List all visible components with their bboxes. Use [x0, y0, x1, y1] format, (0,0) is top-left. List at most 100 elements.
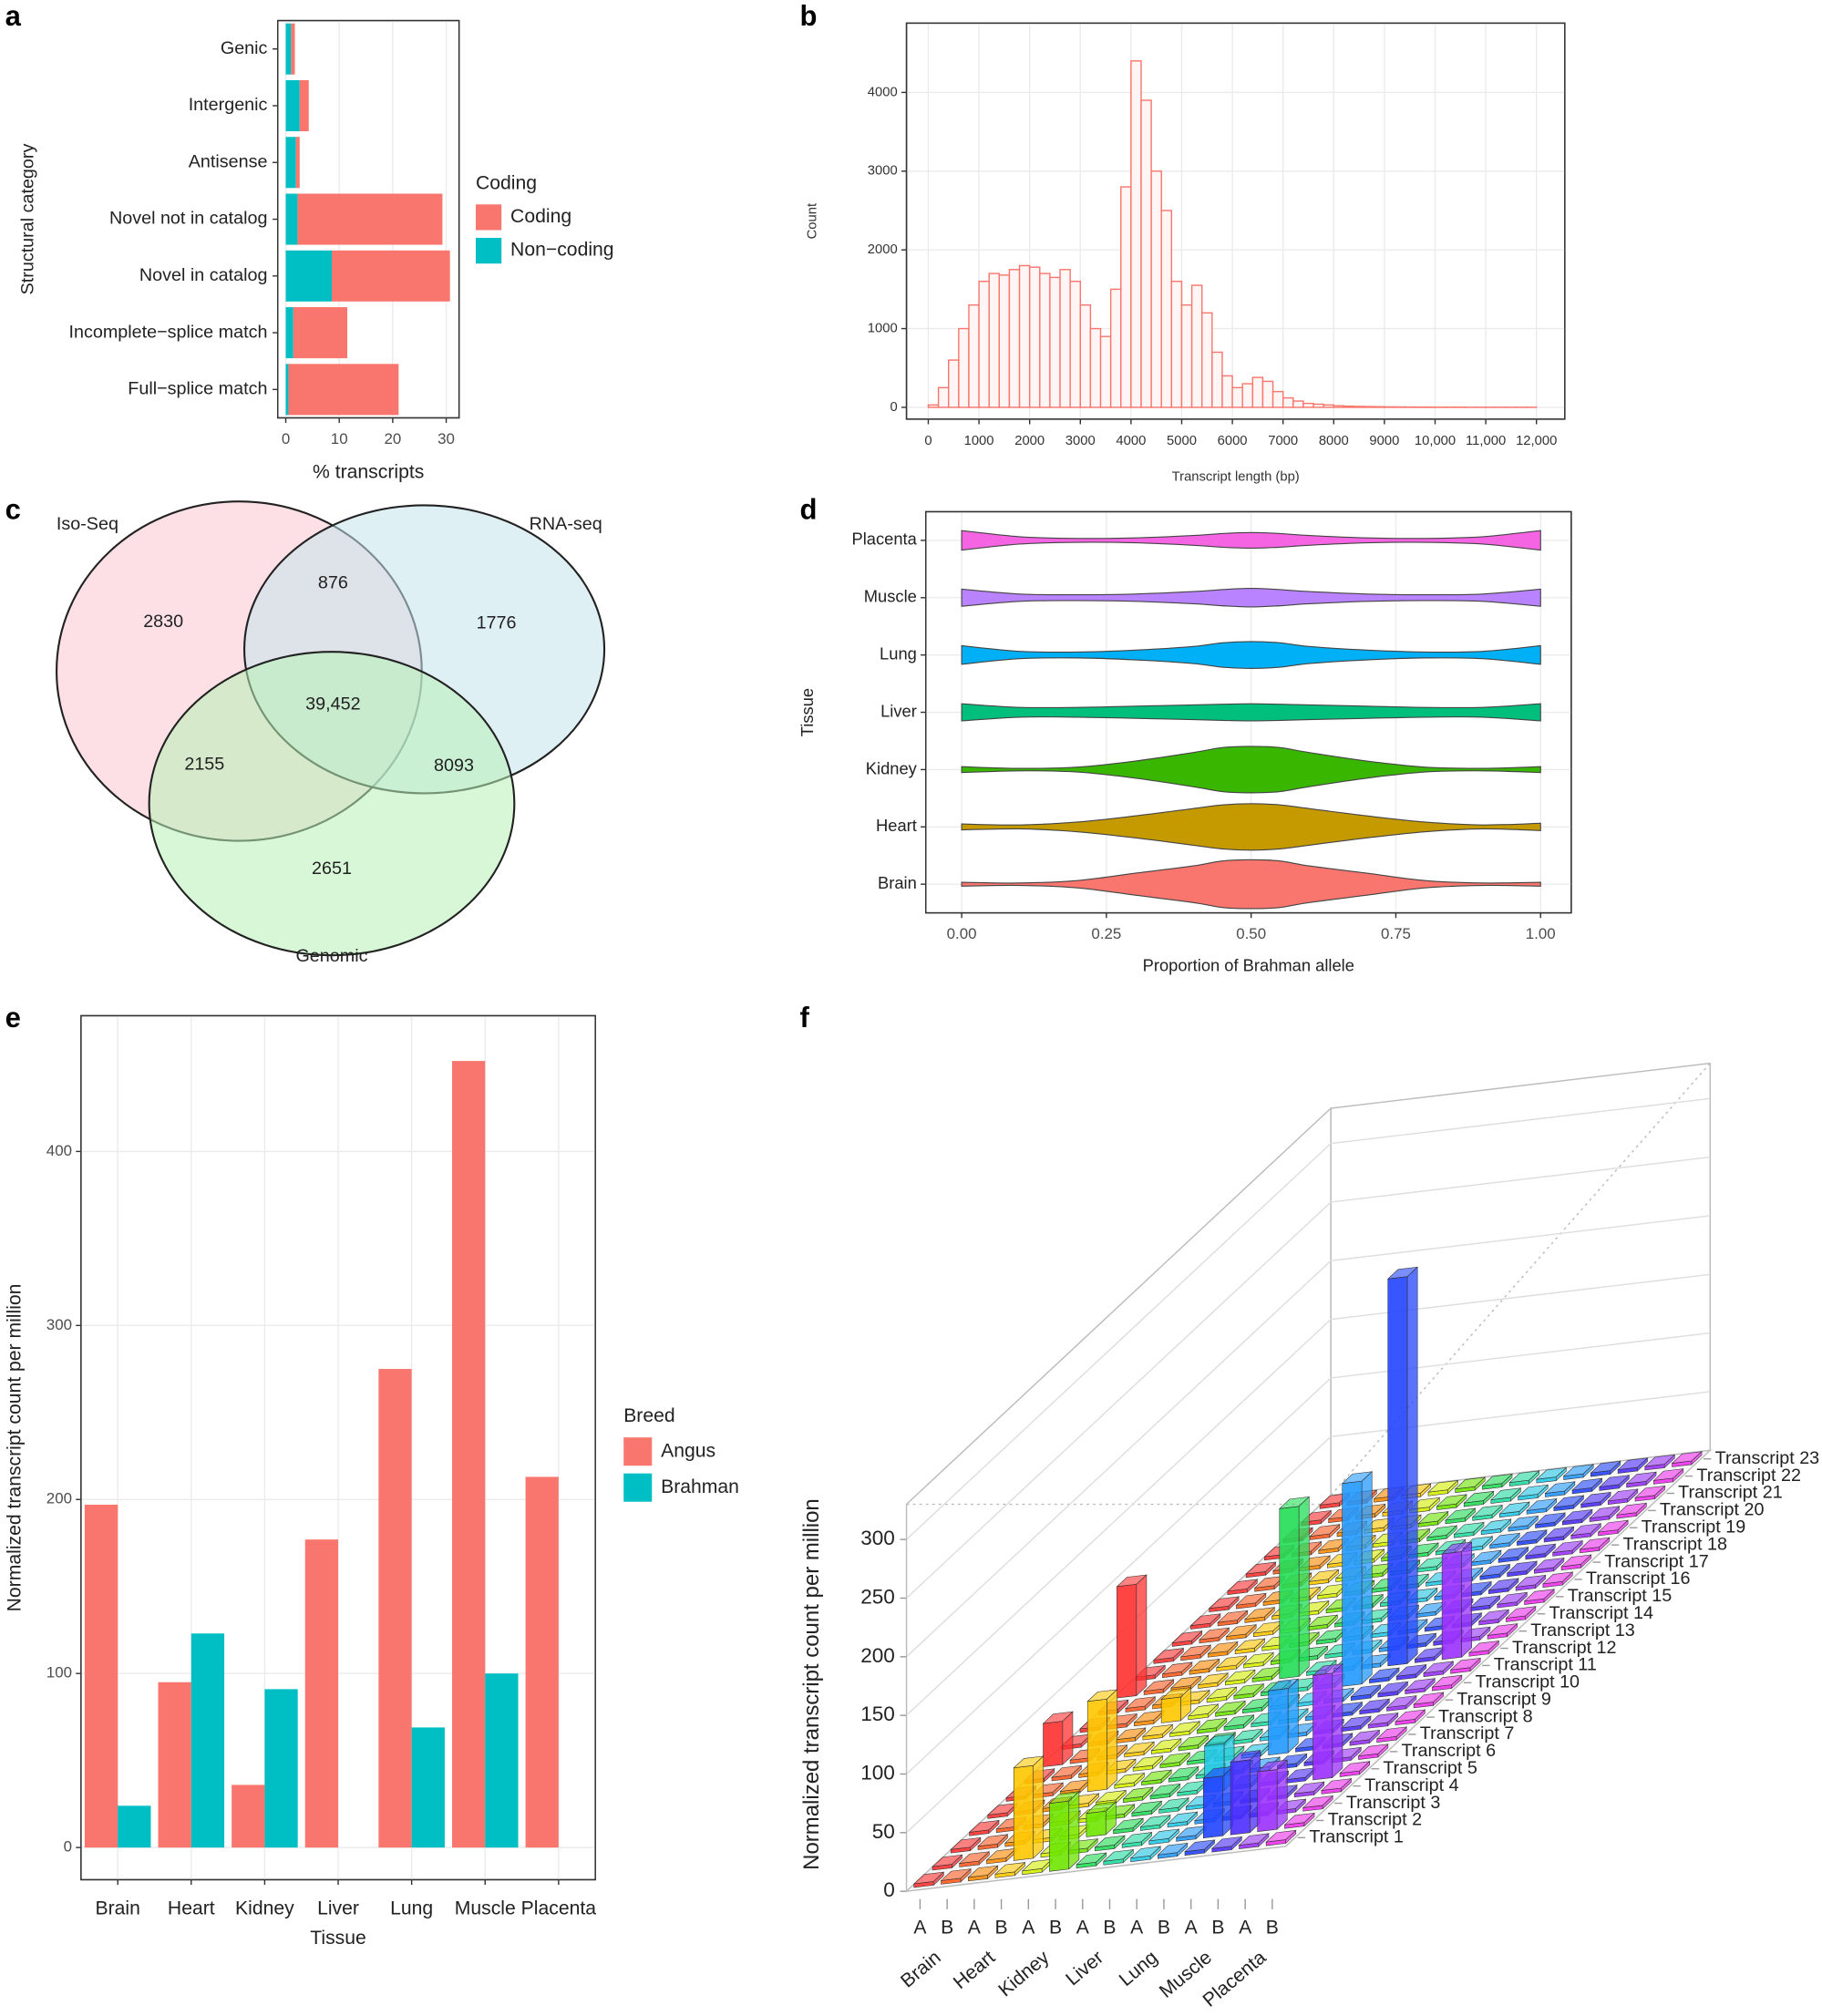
histogram-bar [1039, 273, 1051, 408]
histogram-bar [978, 281, 990, 408]
bar-top [1535, 1466, 1568, 1480]
y-tick-label: Novel in catalog [139, 265, 268, 285]
bar-top [1463, 1490, 1495, 1504]
bar [411, 1727, 445, 1848]
bar-top [1102, 1849, 1135, 1862]
bar-top [1161, 1661, 1193, 1675]
bar-top [1454, 1476, 1487, 1490]
bar-top [1368, 1667, 1400, 1681]
bar-top [1189, 1659, 1220, 1671]
bar-3d [1122, 1786, 1154, 1803]
plot-border [277, 19, 460, 419]
grid-line [1331, 1097, 1711, 1145]
violin [961, 803, 1541, 851]
tissue-label: Lung [1116, 1947, 1162, 1990]
bar-3d [1086, 1689, 1118, 1793]
bar-segment [295, 137, 300, 189]
bar-top [1445, 1507, 1477, 1521]
bar-top [1395, 1664, 1427, 1677]
bar-top [1426, 1525, 1458, 1538]
bar-segment [331, 250, 450, 302]
bar-3d [940, 1867, 972, 1885]
bar-3d [1244, 1607, 1276, 1623]
breed-label: A [1022, 1918, 1035, 1939]
bar-3d [1498, 1501, 1530, 1518]
bar-top [1231, 1728, 1263, 1742]
bar-top [1217, 1610, 1249, 1623]
row-label: Transcript 10 [1476, 1672, 1580, 1692]
grid-line [906, 1319, 1332, 1716]
histogram-bar [1343, 405, 1355, 408]
bar-top [1517, 1484, 1549, 1497]
bar-3d [1184, 1839, 1216, 1856]
bar-3d [1308, 1569, 1340, 1586]
bar [84, 1504, 118, 1848]
bar-3d [1224, 1669, 1256, 1686]
bar-3d [1367, 1712, 1399, 1729]
x-tick-label: 2000 [1014, 434, 1045, 448]
bar-top [1223, 1714, 1255, 1728]
violin [961, 641, 1541, 669]
bar-top [1525, 1543, 1557, 1557]
bar-3d [1265, 1829, 1297, 1846]
bar-3d [1206, 1686, 1238, 1703]
bar-top [968, 1820, 1000, 1833]
histogram-bar [1302, 402, 1314, 408]
plot-border [925, 510, 1572, 914]
row-label: Transcript 16 [1586, 1569, 1691, 1589]
bar-top [1560, 1554, 1592, 1568]
bar-top [1112, 1817, 1144, 1831]
bar-top [1340, 1715, 1372, 1729]
bar-top [1199, 1627, 1230, 1641]
bar-3d [1551, 1539, 1583, 1557]
region-count: 2651 [312, 859, 352, 879]
bar-3d [1242, 1651, 1274, 1669]
region-count: 2155 [184, 755, 224, 775]
bar-3d [1553, 1495, 1585, 1512]
histogram-bar [1333, 405, 1345, 408]
y-tick-label: 0 [890, 400, 897, 415]
bar-3d [1616, 1502, 1648, 1519]
bar-top [1671, 1451, 1703, 1464]
bar-top [1306, 1614, 1339, 1628]
y-tick-label: Liver [880, 701, 917, 720]
bar-3d [1561, 1508, 1593, 1526]
histogram-bar [1211, 351, 1223, 408]
bar-top [1598, 1475, 1631, 1487]
bar-3d [1375, 1726, 1408, 1743]
histogram-bar [1190, 284, 1203, 408]
bar-top [1341, 1471, 1374, 1485]
x-axis-title: Transcript length (bp) [1172, 469, 1300, 484]
bar-3d [1157, 1842, 1189, 1859]
bar-front [1441, 1551, 1462, 1661]
histogram-bar [1323, 404, 1335, 408]
row-label: Transcript 21 [1678, 1483, 1783, 1503]
bar-3d [1139, 1814, 1171, 1831]
bar-top [1488, 1532, 1521, 1546]
y-tick-label: 200 [46, 1490, 72, 1507]
bar-3d [994, 1861, 1026, 1878]
region-count: 39,452 [305, 694, 360, 714]
bar-top [1094, 1835, 1126, 1848]
bar-top [1350, 1684, 1382, 1698]
x-tick-label: 7000 [1268, 434, 1298, 448]
bar-top [977, 1834, 1009, 1847]
bar-top [1543, 1526, 1575, 1539]
bar-top [1224, 1669, 1256, 1682]
bar-3d [1431, 1674, 1463, 1692]
bar-3d [1571, 1477, 1603, 1495]
bar-3d [1505, 1606, 1537, 1622]
bar-3d [1230, 1749, 1261, 1836]
row-label: Transcript 5 [1383, 1758, 1477, 1778]
x-tick-label: Kidney [235, 1898, 294, 1919]
bar [118, 1805, 151, 1848]
bar-3d [1142, 1723, 1174, 1741]
bar-top [1505, 1606, 1537, 1619]
row-label: Transcript 12 [1512, 1638, 1617, 1658]
bar-top [1427, 1480, 1459, 1493]
panel-letter: c [5, 494, 21, 526]
legend-swatch [475, 237, 502, 264]
bar-segment [285, 364, 289, 416]
bar-top [1562, 1464, 1594, 1477]
bar-3d [1208, 1596, 1240, 1612]
